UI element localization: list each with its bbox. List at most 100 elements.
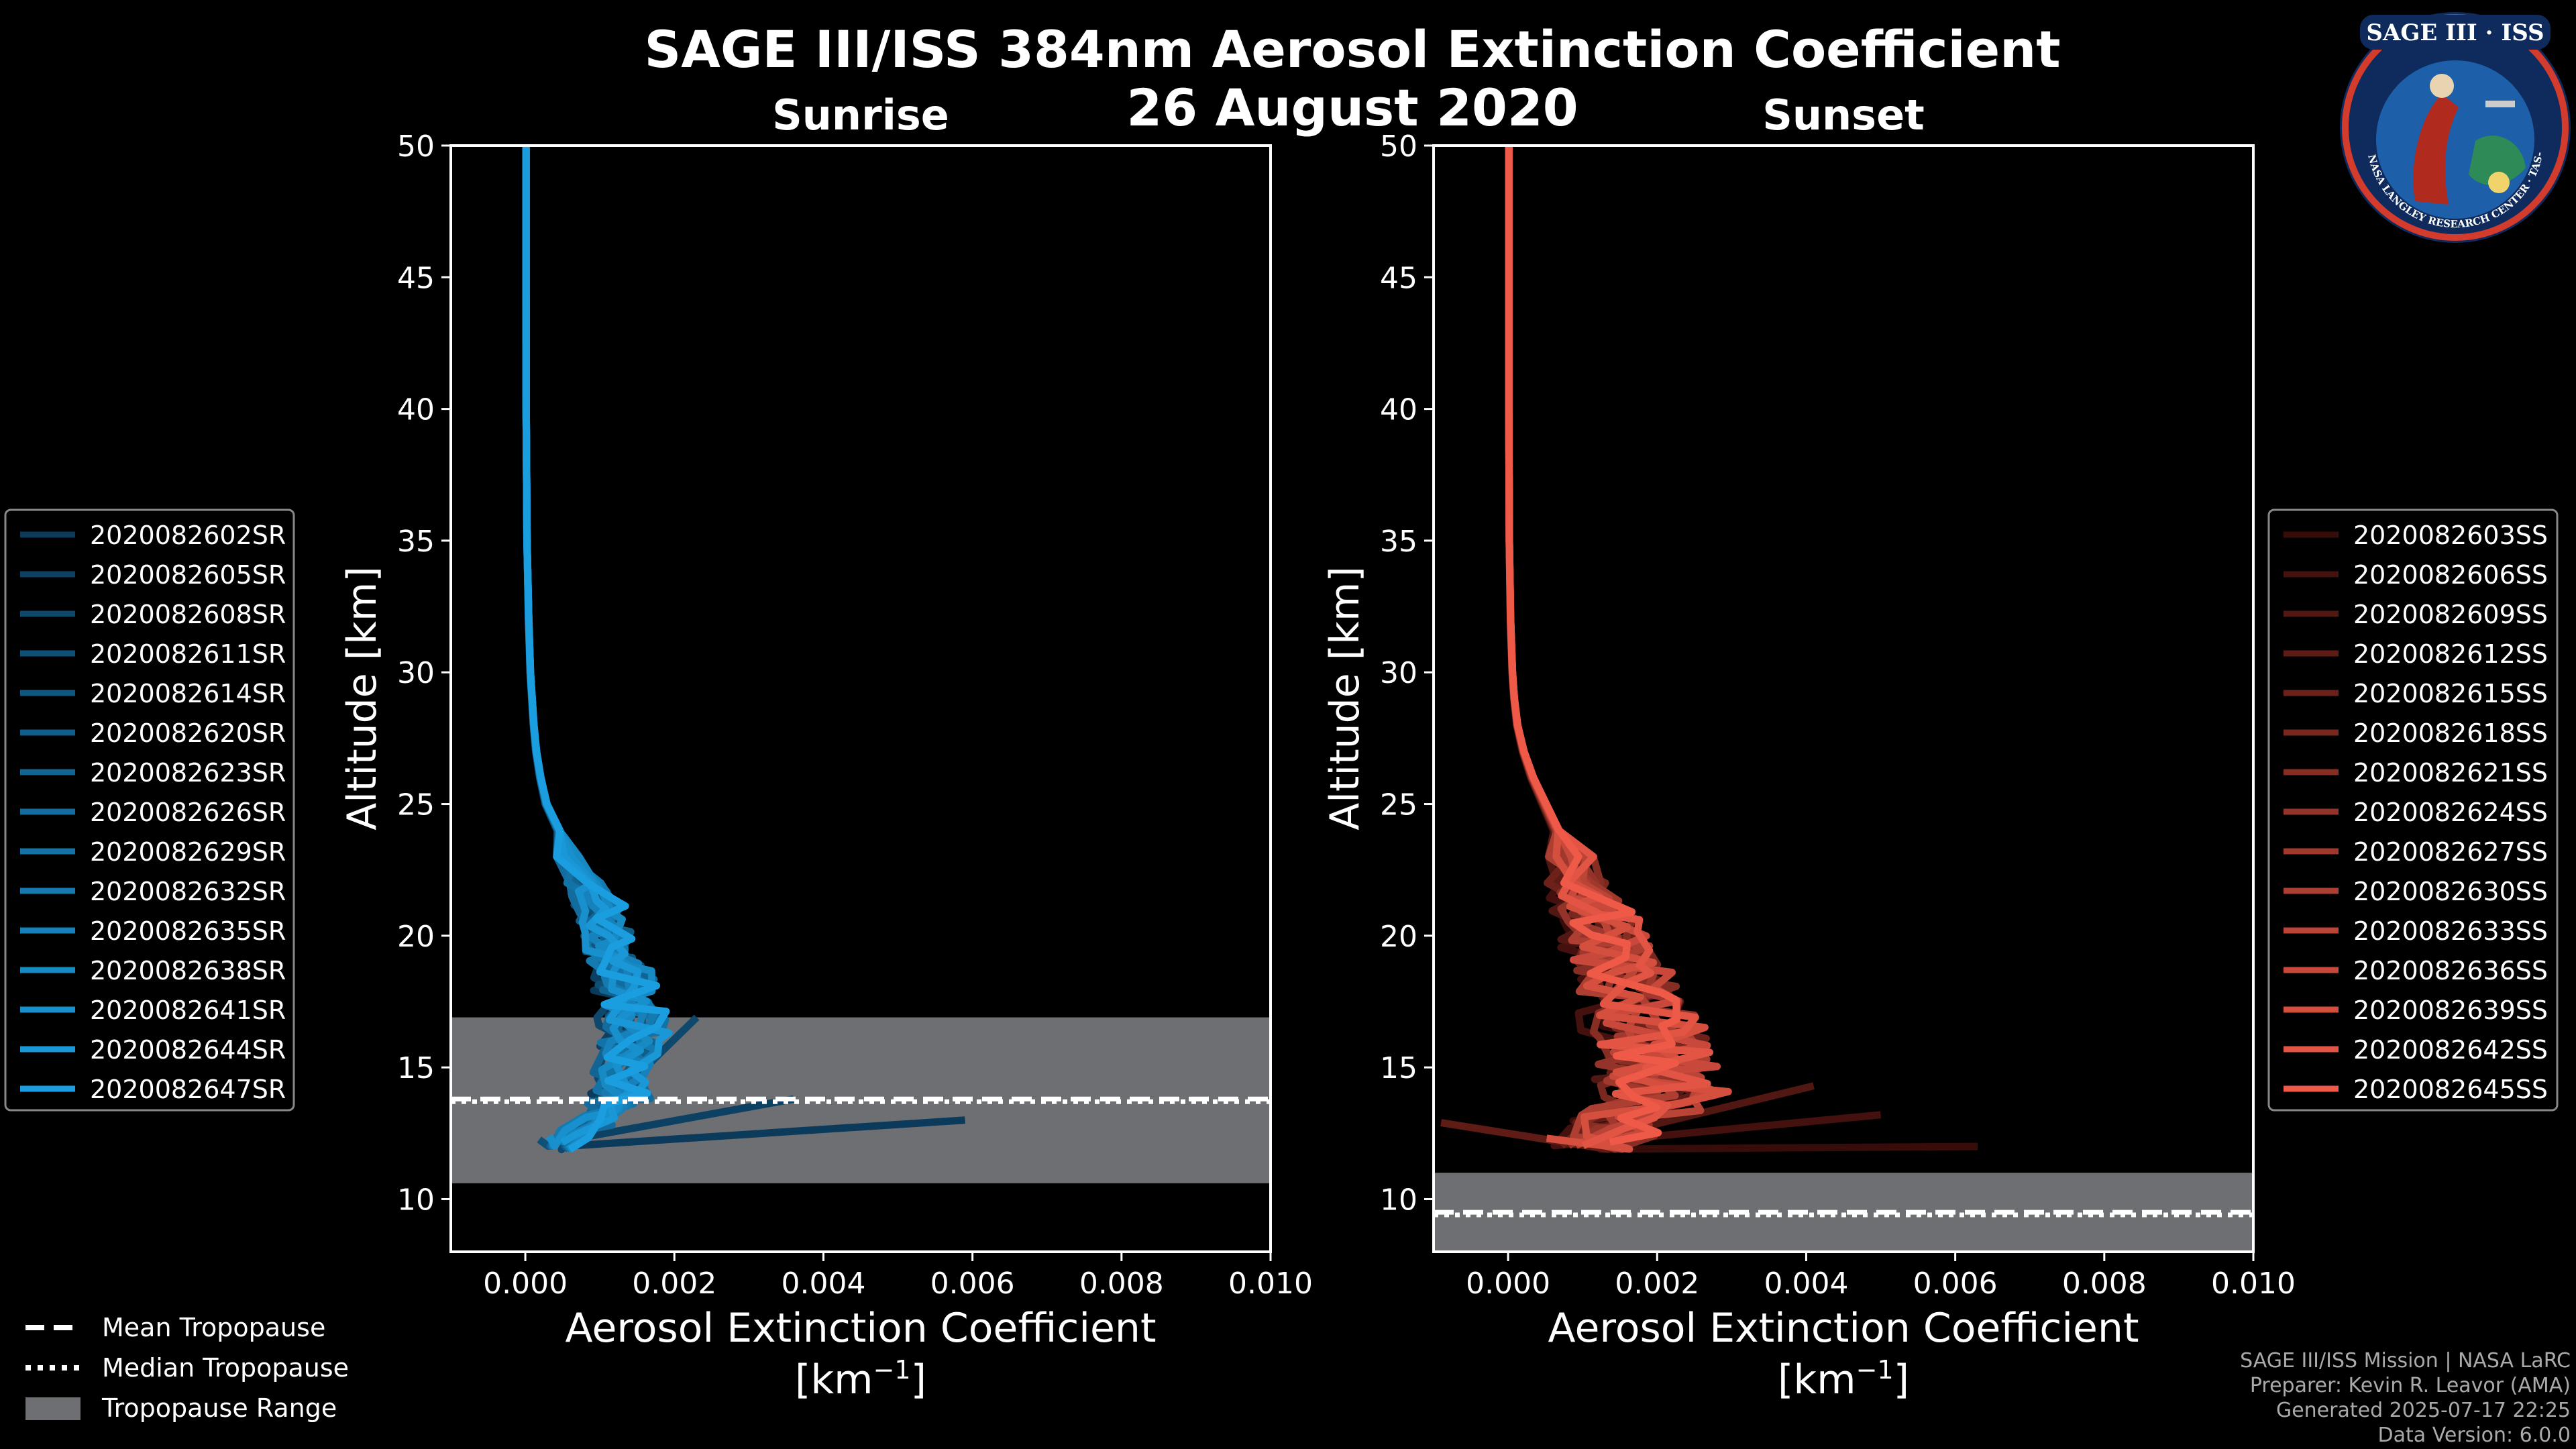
legend-label-2020082633SS: 2020082633SS <box>2353 916 2548 946</box>
y-tick-label: 25 <box>397 788 435 822</box>
sunset-axes-frame <box>1432 144 2255 1253</box>
sunrise-x-ticks: 0.000 0.002 0.004 0.006 0.008 0.010 <box>483 1252 1313 1301</box>
sunset-y-ticks: 10 15 20 25 30 35 40 45 50 <box>1380 129 1434 1217</box>
sunrise-title: Sunrise <box>772 91 949 140</box>
logo-inner-disc <box>2376 60 2534 219</box>
legend-label-2020082626SR: 2020082626SR <box>90 798 286 827</box>
sunset-legend-frame <box>2267 508 2559 1112</box>
legend-label-2020082630SS: 2020082630SS <box>2353 877 2548 906</box>
legend-label-2020082614SR: 2020082614SR <box>90 679 286 708</box>
sunrise-y-ticks: 10 15 20 25 30 35 40 45 50 <box>397 129 451 1217</box>
tropopause-range-label: Tropopause Range <box>101 1393 337 1423</box>
figure-title-line2: 26 August 2020 <box>1126 78 1578 138</box>
sunrise-panel: Sunrise 0.000 0.002 0.004 0.006 0.008 0.010 1… <box>339 91 1313 1403</box>
legend-label-2020082629SR: 2020082629SR <box>90 837 286 867</box>
logo-title: SAGE III · ISS <box>2366 19 2544 46</box>
legend-label-2020082602SR: 2020082602SR <box>90 521 286 550</box>
y-tick-label: 15 <box>1380 1051 1417 1085</box>
x-tick-label: 0.000 <box>1466 1267 1550 1301</box>
legend-label-2020082605SR: 2020082605SR <box>90 560 286 590</box>
x-tick-label: 0.010 <box>1228 1267 1313 1301</box>
legend-label-2020082624SS: 2020082624SS <box>2353 798 2548 827</box>
profile-line-2020082602SR <box>522 146 965 1150</box>
sunrise-x-axis-label: Aerosol Extinction Coefficient <box>566 1305 1157 1352</box>
y-tick-label: 30 <box>397 656 435 690</box>
sunrise-y-axis-label: Altitude [km] <box>339 566 386 830</box>
x-tick-label: 0.006 <box>930 1267 1015 1301</box>
x-tick-label: 0.000 <box>483 1267 568 1301</box>
credits: SAGE III/ISS Mission | NASA LaRC Prepare… <box>2240 1349 2571 1447</box>
legend-label-2020082615SS: 2020082615SS <box>2353 679 2548 708</box>
earth-landmass-icon <box>2469 136 2526 186</box>
tropopause-range-swatch <box>25 1397 80 1420</box>
legend-label-2020082647SR: 2020082647SR <box>90 1075 286 1104</box>
legend-label-2020082609SS: 2020082609SS <box>2353 600 2548 629</box>
legend-label-2020082644SR: 2020082644SR <box>90 1035 286 1065</box>
profile-line-2020082603SS <box>1505 146 1978 1153</box>
sage-figure-head-icon <box>2430 74 2454 98</box>
y-tick-label: 40 <box>1380 393 1417 427</box>
sunrise-legend: 2020082602SR 2020082605SR 2020082608SR 2020… <box>4 508 295 1112</box>
legend-label-2020082621SS: 2020082621SS <box>2353 758 2548 788</box>
profile-line-2020082605SR <box>522 146 794 1146</box>
legend-label-2020082627SS: 2020082627SS <box>2353 837 2548 867</box>
y-tick-label: 35 <box>397 525 435 559</box>
y-tick-label: 50 <box>1380 129 1417 164</box>
legend-label-2020082635SR: 2020082635SR <box>90 916 286 946</box>
sunset-plot-area <box>1434 146 2253 1252</box>
y-tick-label: 10 <box>1380 1183 1417 1217</box>
sunset-y-axis-label: Altitude [km] <box>1322 566 1368 830</box>
mean-tropopause-label: Mean Tropopause <box>102 1313 325 1342</box>
legend-label-2020082639SS: 2020082639SS <box>2353 996 2548 1025</box>
tropopause-legend: Mean Tropopause Median Tropopause Tropop… <box>25 1313 349 1423</box>
iss-station-icon <box>2485 101 2515 107</box>
legend-label-2020082636SS: 2020082636SS <box>2353 956 2548 985</box>
x-tick-label: 0.008 <box>1079 1267 1164 1301</box>
sunset-x-ticks: 0.000 0.002 0.004 0.006 0.008 0.010 <box>1466 1252 2296 1301</box>
sun-icon <box>2488 172 2510 193</box>
credit-line-1: SAGE III/ISS Mission | NASA LaRC <box>2240 1349 2571 1373</box>
y-tick-label: 25 <box>1380 788 1417 822</box>
y-tick-label: 50 <box>397 129 435 164</box>
x-tick-label: 0.002 <box>1615 1267 1699 1301</box>
y-tick-label: 40 <box>397 393 435 427</box>
x-tick-label: 0.004 <box>781 1267 865 1301</box>
x-tick-label: 0.010 <box>2211 1267 2296 1301</box>
x-tick-label: 0.006 <box>1913 1267 1998 1301</box>
profile-line-2020082642SS <box>1505 146 1713 1149</box>
credit-line-2: Preparer: Kevin R. Leavor (AMA) <box>2250 1374 2571 1397</box>
sunrise-axes-frame <box>449 144 1272 1253</box>
x-tick-label: 0.004 <box>1764 1267 1848 1301</box>
profile-line-2020082647SR <box>522 146 670 1153</box>
legend-label-2020082618SS: 2020082618SS <box>2353 718 2548 748</box>
profile-line-2020082645SS <box>1505 146 1680 1146</box>
sunrise-plot-area <box>451 146 1271 1183</box>
legend-label-2020082623SR: 2020082623SR <box>90 758 286 788</box>
legend-label-2020082612SS: 2020082612SS <box>2353 639 2548 669</box>
legend-label-2020082608SR: 2020082608SR <box>90 600 286 629</box>
legend-label-2020082638SR: 2020082638SR <box>90 956 286 985</box>
y-tick-label: 20 <box>397 920 435 954</box>
sunset-panel: Sunset 0.000 0.002 0.004 0.006 0.008 0.010 10… <box>1322 91 2296 1403</box>
figure-title-line1: SAGE III/ISS 384nm Aerosol Extinction Co… <box>644 19 2060 79</box>
x-tick-label: 0.002 <box>632 1267 716 1301</box>
y-tick-label: 35 <box>1380 525 1417 559</box>
credit-line-4: Data Version: 6.0.0 <box>2378 1424 2571 1447</box>
sage-figure-robe-icon <box>2413 94 2459 205</box>
y-tick-label: 30 <box>1380 656 1417 690</box>
credit-line-3: Generated 2025-07-17 22:25 <box>2276 1399 2571 1422</box>
logo-title-banner <box>2360 15 2551 50</box>
sunrise-x-axis-units: [km−1] <box>795 1355 926 1403</box>
legend-label-2020082620SR: 2020082620SR <box>90 718 286 748</box>
sunset-legend: 2020082603SS 2020082606SS 2020082609SS 2020… <box>2267 508 2559 1112</box>
legend-label-2020082632SR: 2020082632SR <box>90 877 286 906</box>
y-tick-label: 45 <box>1380 261 1417 295</box>
y-tick-label: 20 <box>1380 920 1417 954</box>
legend-label-2020082611SR: 2020082611SR <box>90 639 286 669</box>
sunset-title: Sunset <box>1762 91 1925 140</box>
sunset-x-axis-units: [km−1] <box>1778 1355 1909 1403</box>
legend-label-2020082606SS: 2020082606SS <box>2353 560 2548 590</box>
y-tick-label: 45 <box>397 261 435 295</box>
x-tick-label: 0.008 <box>2062 1267 2147 1301</box>
